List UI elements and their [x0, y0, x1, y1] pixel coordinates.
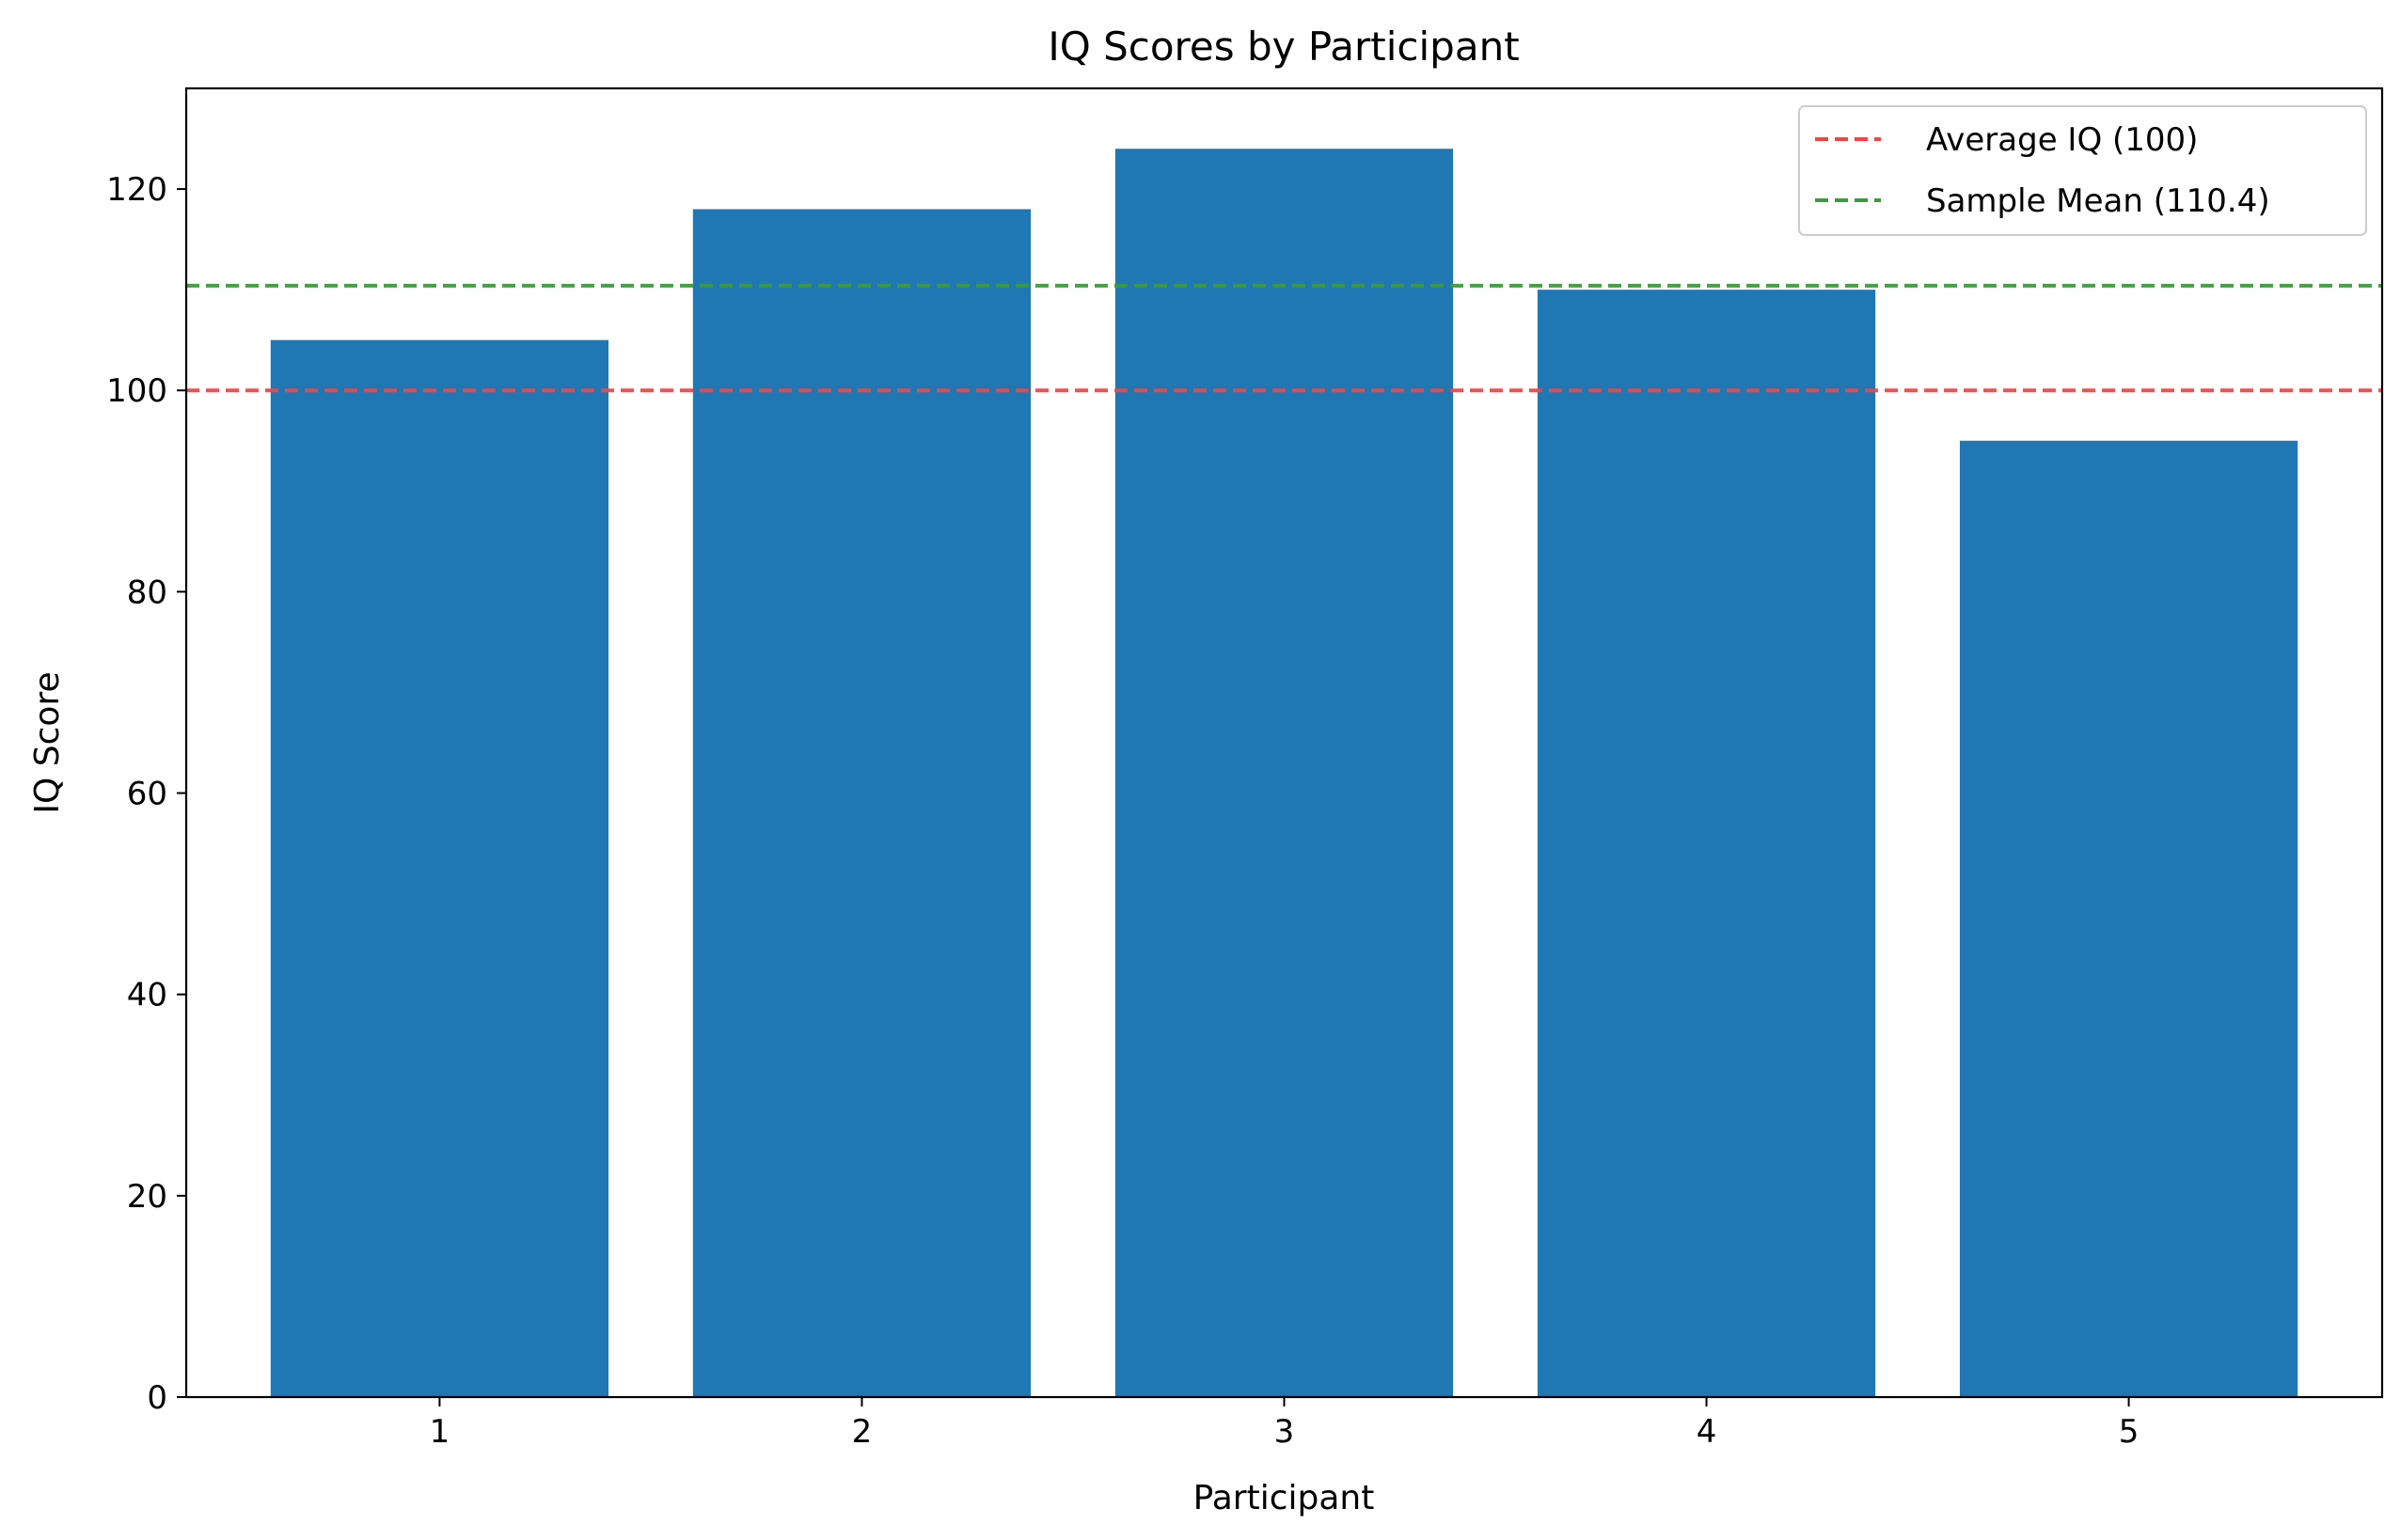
bar-participant-2	[692, 209, 1032, 1397]
y-axis: 0 20 40 60 80 100 120	[106, 171, 186, 1417]
y-tick-label: 0	[147, 1379, 167, 1417]
chart-title: IQ Scores by Participant	[1048, 24, 1519, 70]
bar-participant-4	[1537, 290, 1876, 1398]
x-tick-label: 4	[1697, 1413, 1717, 1451]
legend: Average IQ (100) Sample Mean (110.4)	[1798, 105, 2367, 236]
legend-label-average-iq: Average IQ (100)	[1926, 121, 2198, 159]
y-tick-label: 120	[106, 171, 167, 209]
y-tick-label: 80	[127, 574, 167, 611]
x-axis-label: Participant	[1193, 1479, 1375, 1517]
y-tick-label: 60	[127, 776, 167, 813]
bar-participant-5	[1959, 440, 2298, 1397]
y-tick-label: 20	[127, 1178, 167, 1216]
y-tick-label: 100	[106, 372, 167, 410]
x-tick-label: 5	[2119, 1413, 2139, 1451]
bars-layer	[270, 149, 2298, 1398]
legend-box	[1798, 105, 2367, 236]
y-tick-label: 40	[127, 977, 167, 1014]
reference-lines-layer	[186, 283, 2382, 393]
x-tick-label: 2	[852, 1413, 873, 1451]
bar-participant-3	[1114, 149, 1454, 1398]
legend-label-sample-mean: Sample Mean (110.4)	[1926, 182, 2270, 220]
x-axis: 1 2 3 4 5	[430, 1397, 2139, 1451]
x-tick-label: 1	[430, 1413, 450, 1451]
bar-participant-1	[270, 339, 609, 1397]
y-axis-label: IQ Score	[28, 671, 67, 813]
x-tick-label: 3	[1274, 1413, 1295, 1451]
